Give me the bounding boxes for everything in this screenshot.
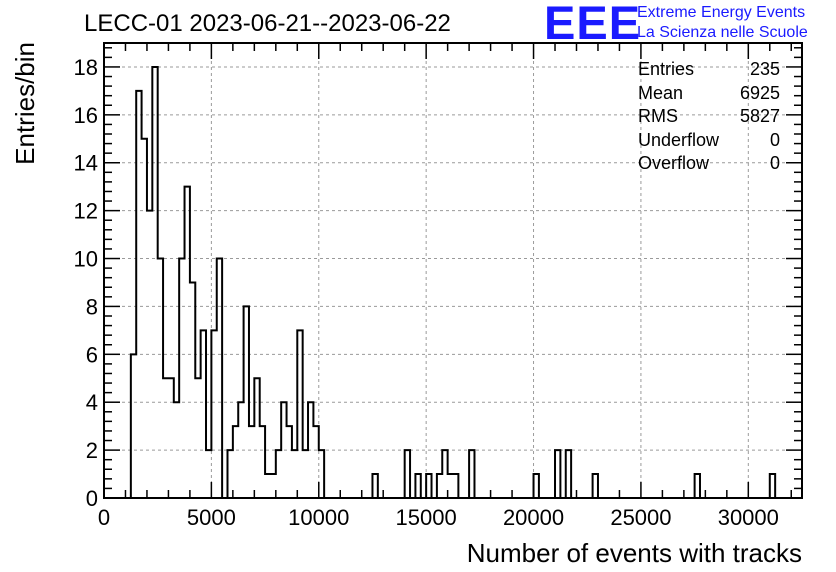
stats-box: Entries 235 Mean 6925 RMS 5827 Underflow… — [638, 58, 780, 176]
stats-label: Mean — [638, 82, 684, 103]
x-tick-label: 10000 — [288, 505, 349, 530]
logo-line-2: La Scienza nelle Scuole — [637, 24, 808, 41]
stats-value: 0 — [769, 153, 780, 173]
stats-label: Overflow — [638, 153, 710, 173]
y-tick-label: 0 — [86, 486, 98, 511]
stats-label: Underflow — [638, 129, 720, 150]
x-tick-label: 30000 — [718, 505, 779, 530]
stats-value: 5827 — [739, 106, 780, 126]
histogram-bar — [249, 426, 254, 498]
stats-row-entries: Entries 235 — [638, 58, 780, 82]
axes — [103, 42, 803, 499]
x-tick-label: 0 — [98, 505, 110, 530]
histogram-bars — [129, 65, 777, 499]
stats-row-underflow: Underflow 0 — [638, 129, 780, 153]
stats-row-overflow: Overflow 0 — [638, 152, 780, 176]
stats-value: 235 — [749, 59, 780, 79]
grid — [104, 43, 802, 498]
stats-label: Entries — [638, 59, 695, 79]
logo-line-1: Extreme Energy Events — [637, 4, 806, 21]
y-tick-label: 12 — [74, 199, 98, 224]
stats-value: 0 — [769, 129, 780, 150]
stats-value: 6925 — [739, 82, 780, 103]
eee-logo-mark: EEE — [544, 0, 642, 49]
histogram-outline — [129, 65, 777, 499]
histogram-bar — [303, 450, 308, 498]
y-tick-label: 2 — [86, 438, 98, 463]
y-tick-label: 6 — [86, 342, 98, 367]
histogram-bar — [206, 450, 211, 498]
x-tick-label: 5000 — [187, 505, 236, 530]
stats-label: RMS — [638, 106, 678, 126]
y-tick-label: 14 — [74, 151, 98, 176]
x-axis-label: Number of events with tracks — [467, 538, 802, 568]
tick-marks — [103, 43, 802, 499]
eee-logo-text: Extreme Energy Events La Scienza nelle S… — [637, 3, 808, 43]
histogram-bar — [195, 378, 200, 498]
stats-row-rms: RMS 5827 — [638, 105, 780, 129]
plot-frame — [103, 42, 803, 499]
y-tick-label: 8 — [86, 294, 98, 319]
y-tick-label: 10 — [74, 247, 98, 272]
y-tick-label: 16 — [74, 103, 98, 128]
x-tick-label: 25000 — [610, 505, 671, 530]
histogram-bar — [270, 474, 275, 498]
histogram-bar — [265, 474, 270, 498]
x-tick-label: 20000 — [503, 505, 564, 530]
histogram-bar — [292, 450, 297, 498]
y-tick-label: 4 — [86, 390, 98, 415]
y-axis-label: Entries/bin — [10, 42, 40, 165]
chart-title: LECC-01 2023-06-21--2023-06-22 — [84, 10, 451, 37]
stats-row-mean: Mean 6925 — [638, 82, 780, 106]
x-tick-label: 15000 — [396, 505, 457, 530]
y-tick-label: 18 — [74, 55, 98, 80]
histogram-bar — [163, 378, 168, 498]
histogram-bar — [448, 474, 453, 498]
tick-labels: 0 5000 10000 15000 20000 25000 30000 0 2 4 6 8 10 12 1… — [74, 55, 779, 530]
